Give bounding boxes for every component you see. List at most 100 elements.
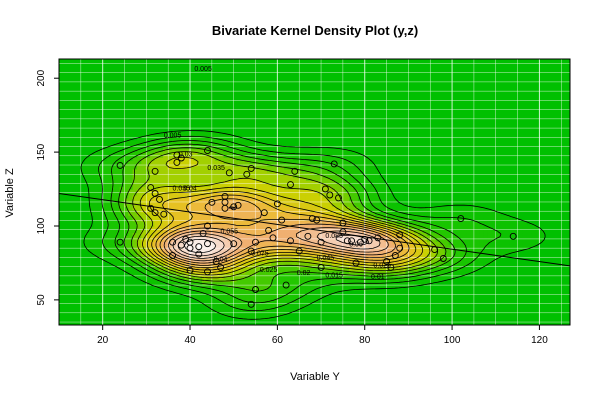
density-cell (431, 298, 437, 303)
density-cell (262, 322, 268, 325)
density-cell (197, 275, 203, 280)
density-cell (522, 267, 528, 271)
density-cell (349, 307, 355, 312)
density-cell (106, 241, 112, 245)
density-cell (444, 261, 450, 265)
density-cell (154, 304, 160, 309)
density-cell (63, 252, 69, 257)
density-cell (236, 304, 242, 309)
density-cell (145, 284, 151, 289)
density-cell (422, 252, 428, 257)
density-cell (63, 307, 69, 312)
density-cell (292, 319, 298, 323)
density-cell (383, 313, 389, 317)
density-cell (344, 264, 350, 268)
density-cell (331, 252, 337, 257)
density-cell (188, 281, 194, 286)
density-cell (314, 261, 320, 265)
density-cell (80, 319, 86, 323)
density-cell (479, 258, 484, 262)
density-cell (483, 264, 489, 268)
density-cell (305, 261, 311, 265)
density-cell (448, 249, 454, 254)
density-cell (67, 244, 73, 248)
density-cell (288, 319, 294, 323)
density-cell (526, 281, 532, 286)
density-cell (344, 275, 350, 280)
density-cell (500, 293, 506, 297)
density-cell (323, 307, 329, 312)
density-cell (258, 322, 264, 325)
density-cell (279, 241, 285, 245)
density-cell (93, 319, 99, 323)
density-cell (496, 264, 502, 268)
density-cell (500, 244, 506, 248)
density-cell (344, 261, 350, 265)
density-cell (171, 241, 177, 245)
density-cell (71, 246, 77, 251)
density-cell (336, 241, 342, 245)
density-cell (76, 287, 82, 291)
density-cell (496, 270, 502, 274)
density-cell (557, 241, 562, 245)
density-cell (232, 258, 238, 262)
density-cell (149, 316, 155, 320)
density-cell (461, 244, 467, 248)
density-cell (470, 296, 476, 300)
density-cell (288, 272, 294, 277)
density-cell (236, 310, 242, 315)
density-cell (262, 319, 268, 323)
density-cell (71, 310, 77, 315)
density-cell (171, 284, 177, 289)
density-cell (470, 307, 476, 312)
density-cell (431, 313, 437, 317)
density-cell (474, 298, 480, 303)
density-cell (500, 272, 506, 277)
density-cell (227, 244, 233, 248)
density-cell (206, 244, 212, 248)
density-cell (219, 313, 225, 317)
density-cell (431, 296, 437, 300)
density-cell (145, 313, 151, 317)
density-cell (110, 272, 116, 277)
density-cell (97, 296, 103, 300)
density-cell (188, 287, 194, 291)
density-cell (123, 272, 129, 277)
density-cell (102, 275, 108, 280)
density-cell (544, 241, 549, 245)
density-cell (245, 258, 251, 262)
density-cell (448, 307, 454, 312)
density-cell (466, 275, 471, 280)
density-cell (271, 290, 277, 294)
density-cell (479, 284, 484, 289)
density-cell (336, 322, 342, 325)
density-cell (509, 246, 515, 251)
density-cell (336, 275, 342, 280)
density-cell (496, 278, 502, 283)
density-cell (500, 270, 506, 274)
density-cell (496, 261, 502, 265)
density-cell (145, 319, 151, 323)
density-cell (93, 281, 99, 286)
density-cell (539, 249, 545, 254)
density-cell (301, 313, 307, 317)
density-cell (483, 249, 489, 254)
density-cell (67, 284, 73, 289)
density-cell (409, 244, 415, 248)
density-cell (383, 304, 389, 309)
density-cell (444, 296, 450, 300)
density-cell (427, 261, 433, 265)
density-cell (193, 313, 199, 317)
density-cell (76, 258, 82, 262)
density-cell (483, 275, 489, 280)
density-cell (314, 307, 320, 312)
density-cell (262, 275, 268, 280)
density-cell (219, 293, 225, 297)
density-cell (154, 316, 160, 320)
density-cell (474, 252, 480, 257)
density-cell (422, 264, 428, 268)
density-cell (266, 281, 272, 286)
density-cell (461, 267, 467, 271)
density-cell (206, 322, 212, 325)
density-cell (128, 307, 134, 312)
